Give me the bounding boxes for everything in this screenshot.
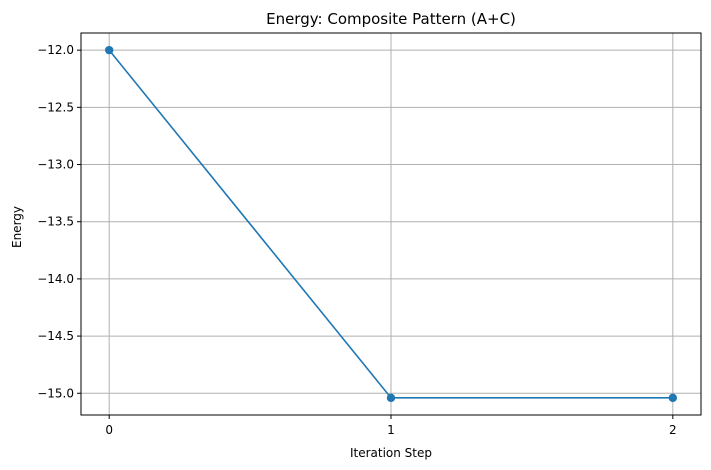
x-tick-label: 1	[387, 423, 395, 437]
y-tick-label: −15.0	[37, 386, 74, 400]
data-point	[668, 393, 678, 403]
x-tick-label: 2	[669, 423, 677, 437]
y-tick-label: −13.5	[37, 215, 74, 229]
series-layer	[104, 45, 678, 403]
y-tick-label: −14.0	[37, 272, 74, 286]
x-tick-label: 0	[105, 423, 113, 437]
grid	[81, 33, 701, 415]
y-axis-label: Energy	[10, 206, 24, 248]
axis-ticks: 0 1 2 −12.0 −12.5 −13.0 −13.5 −14.0 −14.5 −15.0	[37, 43, 676, 437]
y-tick-label: −13.0	[37, 158, 74, 172]
x-axis-label: Iteration Step	[350, 446, 432, 460]
y-tick-label: −12.0	[37, 43, 74, 57]
y-tick-label: −14.5	[37, 329, 74, 343]
chart-title: Energy: Composite Pattern (A+C)	[266, 10, 516, 28]
data-point	[104, 45, 114, 55]
data-point	[386, 393, 396, 403]
y-tick-label: −12.5	[37, 100, 74, 114]
